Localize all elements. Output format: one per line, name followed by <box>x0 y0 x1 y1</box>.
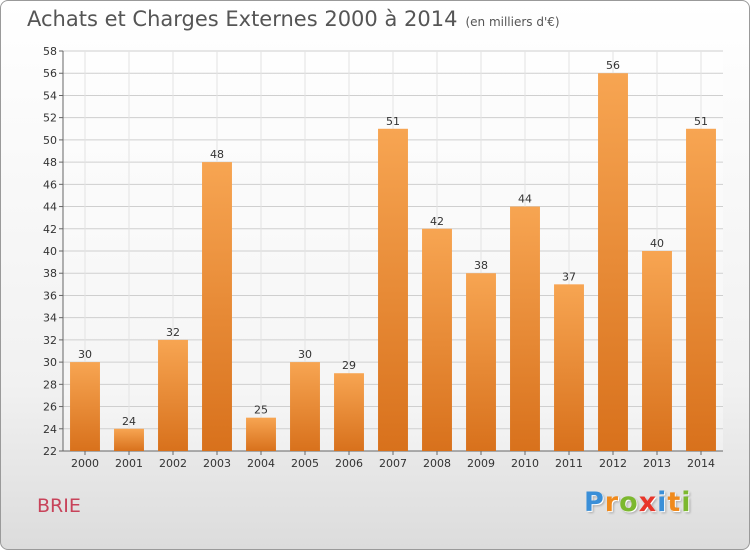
y-tick-label: 32 <box>43 334 57 347</box>
town-name: BRIE <box>37 495 81 517</box>
x-tick-label: 2008 <box>423 457 451 470</box>
y-tick-label: 58 <box>43 45 57 58</box>
logo-letter: o <box>619 487 639 518</box>
x-tick-label: 2001 <box>115 457 143 470</box>
bar-value-label: 48 <box>210 148 224 161</box>
y-tick-label: 24 <box>43 423 57 436</box>
x-tick-label: 2013 <box>643 457 671 470</box>
bar-value-label: 38 <box>474 259 488 272</box>
bar-2004 <box>246 417 276 451</box>
bar-value-label: 51 <box>386 115 400 128</box>
bar-value-label: 56 <box>606 59 620 72</box>
x-tick-label: 2000 <box>71 457 99 470</box>
y-tick-label: 44 <box>43 201 57 214</box>
y-tick-label: 42 <box>43 223 57 236</box>
y-tick-label: 34 <box>43 312 57 325</box>
y-tick-label: 56 <box>43 67 57 80</box>
x-tick-label: 2004 <box>247 457 275 470</box>
proxiti-logo: Proxiti <box>584 487 692 518</box>
logo-letter: r <box>604 487 620 518</box>
y-tick-label: 38 <box>43 267 57 280</box>
x-tick-label: 2010 <box>511 457 539 470</box>
logo-letter: i <box>681 487 692 518</box>
bar-2013 <box>642 251 672 451</box>
bar-2014 <box>686 128 716 451</box>
chart-title-text: Achats et Charges Externes 2000 à 2014 <box>27 7 458 31</box>
chart-subtitle: (en milliers d'€) <box>465 15 560 29</box>
bar-2000 <box>70 362 100 451</box>
bar-2009 <box>466 273 496 451</box>
bar-2010 <box>510 206 540 451</box>
bar-2002 <box>158 339 188 451</box>
bar-value-label: 30 <box>78 348 92 361</box>
y-tick-label: 54 <box>43 89 57 102</box>
bar-value-label: 24 <box>122 415 136 428</box>
bar-2007 <box>378 128 408 451</box>
x-tick-label: 2009 <box>467 457 495 470</box>
chart-title: Achats et Charges Externes 2000 à 2014 (e… <box>27 7 560 31</box>
bar-2005 <box>290 362 320 451</box>
bar-value-label: 29 <box>342 359 356 372</box>
logo-letter: i <box>657 487 668 518</box>
x-tick-label: 2012 <box>599 457 627 470</box>
bar-2006 <box>334 373 364 451</box>
bar-2012 <box>598 73 628 451</box>
y-tick-label: 46 <box>43 178 57 191</box>
bar-value-label: 44 <box>518 193 532 206</box>
x-tick-label: 2011 <box>555 457 583 470</box>
y-tick-label: 22 <box>43 445 57 458</box>
x-tick-label: 2014 <box>687 457 715 470</box>
y-tick-label: 28 <box>43 378 57 391</box>
bar-2001 <box>114 428 144 451</box>
logo-letter: t <box>667 487 682 518</box>
bar-value-label: 25 <box>254 404 268 417</box>
y-tick-label: 36 <box>43 289 57 302</box>
bar-value-label: 42 <box>430 215 444 228</box>
logo-letter: x <box>638 487 658 518</box>
bar-2003 <box>202 162 232 451</box>
y-tick-label: 52 <box>43 112 57 125</box>
bar-value-label: 30 <box>298 348 312 361</box>
x-tick-label: 2007 <box>379 457 407 470</box>
x-tick-label: 2003 <box>203 457 231 470</box>
bar-2011 <box>554 284 584 451</box>
bar-value-label: 37 <box>562 270 576 283</box>
bar-value-label: 32 <box>166 326 180 339</box>
x-tick-label: 2002 <box>159 457 187 470</box>
x-tick-label: 2005 <box>291 457 319 470</box>
logo-letter: P <box>584 487 605 518</box>
bar-value-label: 40 <box>650 237 664 250</box>
y-tick-label: 30 <box>43 356 57 369</box>
y-tick-label: 50 <box>43 134 57 147</box>
bar-2008 <box>422 228 452 451</box>
x-tick-label: 2006 <box>335 457 363 470</box>
y-tick-label: 40 <box>43 245 57 258</box>
y-tick-label: 26 <box>43 401 57 414</box>
bar-value-label: 51 <box>694 115 708 128</box>
y-tick-label: 48 <box>43 156 57 169</box>
